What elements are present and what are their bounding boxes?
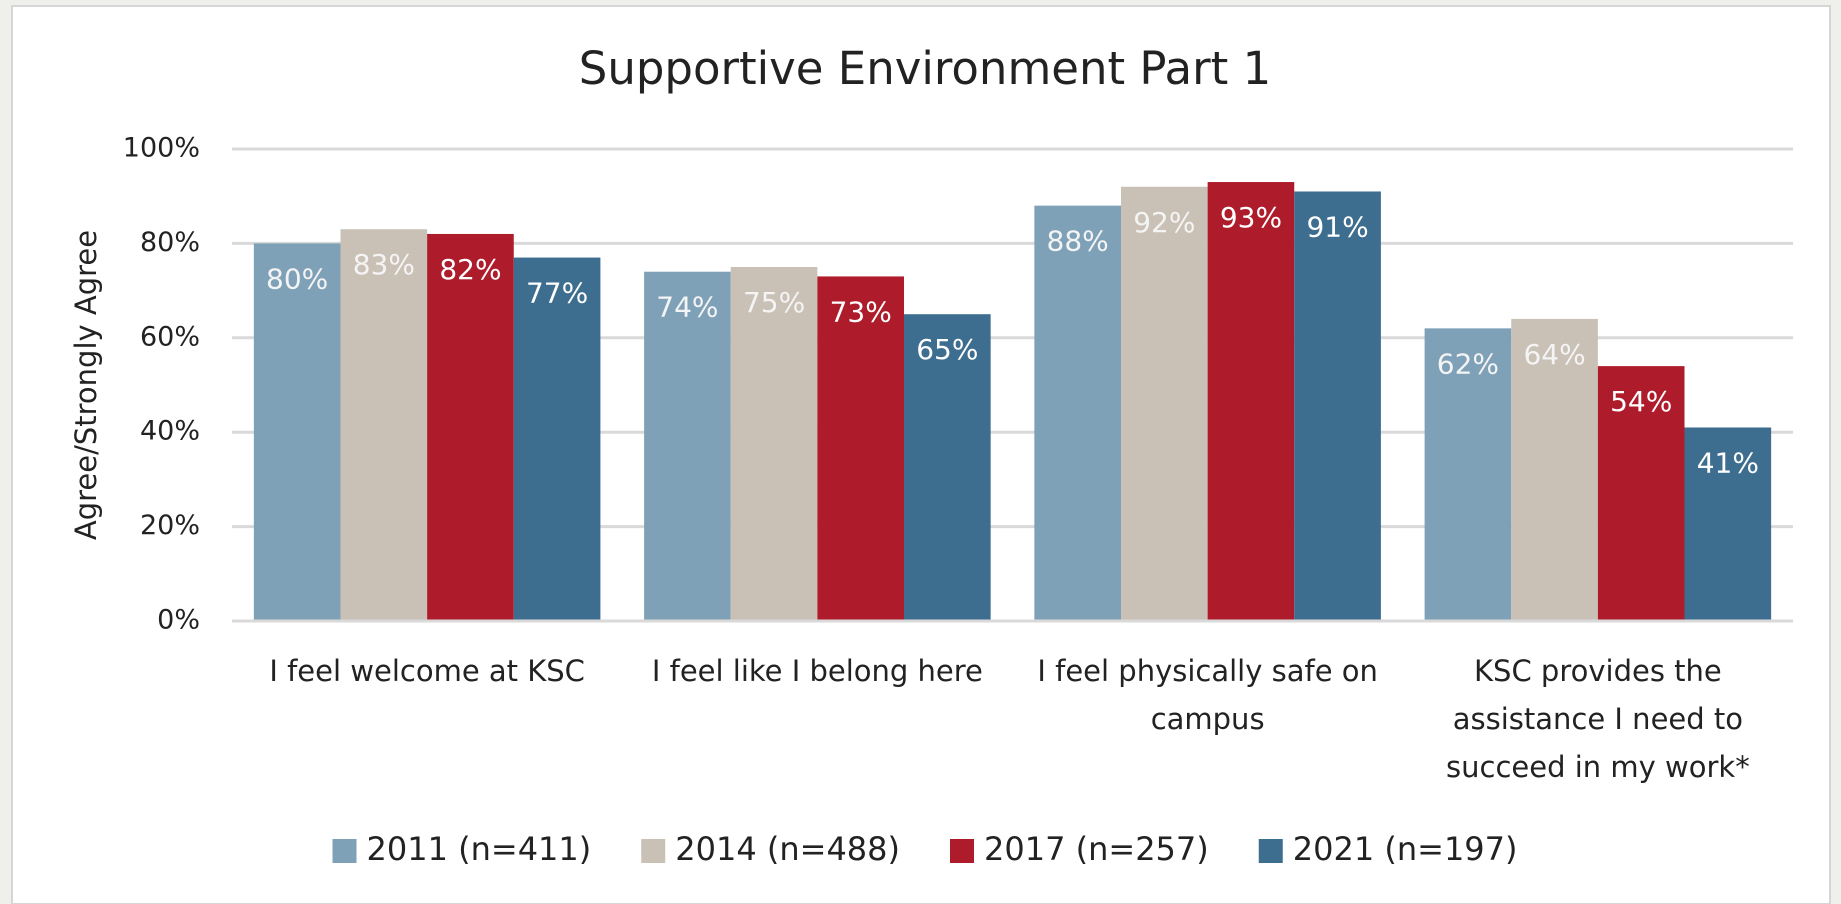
bar — [513, 257, 601, 621]
bar — [1424, 328, 1512, 621]
chart-title: Supportive Environment Part 1 — [579, 42, 1271, 95]
data-label: 88% — [1047, 225, 1109, 258]
x-tick-label-line: succeed in my work* — [1446, 750, 1750, 784]
legend-swatch — [950, 839, 974, 863]
data-label: 82% — [439, 253, 501, 286]
bar — [1034, 205, 1121, 621]
legend-label: 2014 (n=488) — [675, 830, 900, 868]
x-tick-label-line: campus — [1151, 702, 1265, 736]
legend-swatch — [641, 839, 666, 863]
data-label: 64% — [1523, 338, 1585, 371]
x-tick-label: KSC provides the assistance I need to succ… — [1446, 654, 1750, 784]
bar — [427, 233, 514, 621]
data-label: 80% — [266, 262, 328, 295]
data-label: 91% — [1306, 210, 1368, 243]
data-label: 74% — [656, 291, 718, 324]
bar — [644, 271, 731, 621]
bar — [1597, 366, 1685, 621]
y-tick-label: 0% — [157, 605, 200, 636]
y-tick-label: 80% — [140, 227, 200, 258]
x-tick-label: I feel welcome at KSC — [269, 654, 585, 688]
x-tick-label-line: KSC provides the — [1474, 654, 1722, 688]
legend-label: 2017 (n=257) — [984, 830, 1209, 868]
x-tick-label: I feel physically safe on campus — [1037, 654, 1378, 736]
x-tick-label-line: assistance I need to — [1453, 702, 1743, 736]
data-label: 75% — [743, 286, 805, 319]
bar — [1120, 186, 1208, 621]
data-label: 54% — [1610, 385, 1672, 418]
data-label: 62% — [1437, 347, 1499, 380]
data-label: 83% — [353, 248, 415, 281]
bar — [340, 229, 428, 622]
bar — [904, 314, 991, 621]
data-label: 41% — [1697, 446, 1759, 479]
legend-swatch — [1258, 839, 1283, 863]
x-tick-label-line: I feel welcome at KSC — [269, 654, 585, 688]
x-tick-label: I feel like I belong here — [652, 654, 983, 688]
legend-label: 2011 (n=411) — [367, 830, 592, 868]
bar — [253, 243, 341, 621]
bar — [1684, 427, 1772, 621]
data-label: 93% — [1220, 201, 1282, 234]
legend-label: 2021 (n=197) — [1293, 830, 1518, 868]
data-label: 77% — [526, 277, 588, 310]
bar — [1511, 318, 1598, 621]
data-label: 73% — [830, 295, 892, 328]
y-tick-label: 100% — [123, 133, 200, 164]
bar — [1207, 182, 1295, 622]
data-label: 92% — [1133, 206, 1195, 239]
x-tick-label-line: I feel physically safe on — [1037, 654, 1378, 688]
data-label: 65% — [916, 333, 978, 366]
y-tick-label: 20% — [140, 510, 200, 541]
x-tick-label-line: I feel like I belong here — [652, 654, 983, 688]
y-tick-label: 40% — [140, 416, 200, 447]
y-tick-label: 60% — [140, 321, 200, 352]
legend-swatch — [332, 839, 357, 863]
bar — [817, 276, 905, 621]
bar — [730, 267, 818, 621]
y-axis-label: Agree/Strongly Agree — [69, 230, 103, 540]
bar — [1294, 191, 1381, 622]
